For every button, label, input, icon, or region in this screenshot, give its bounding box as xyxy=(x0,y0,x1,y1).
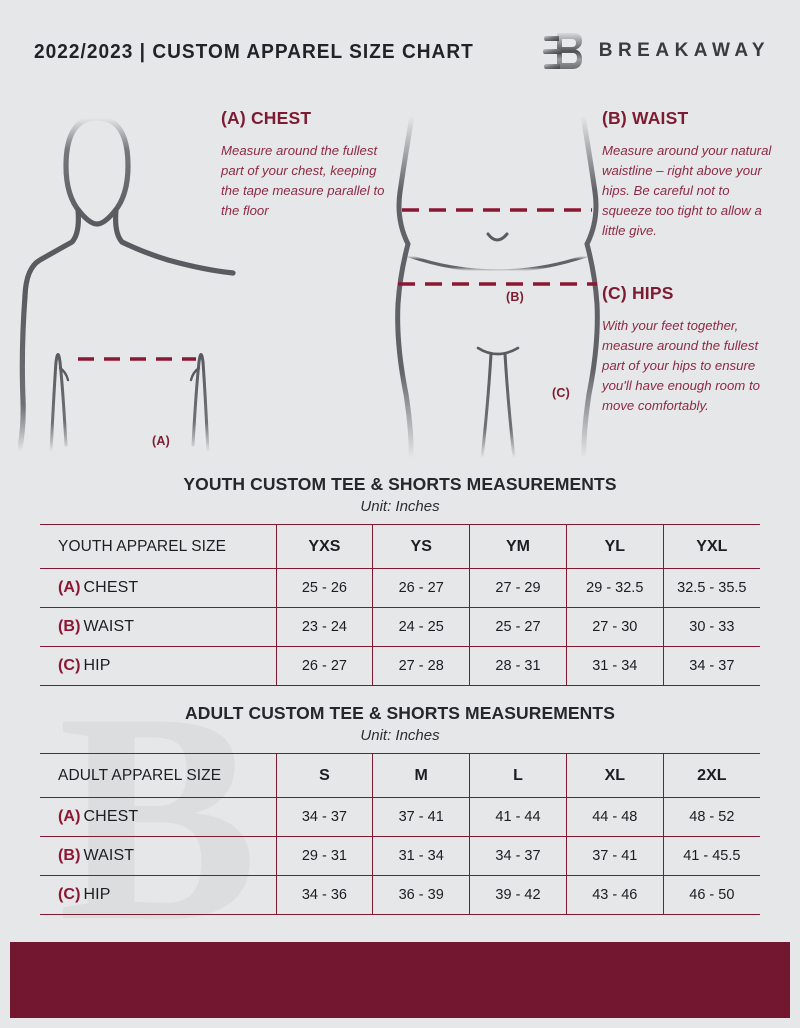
adult-row-waist-text: WAIST xyxy=(83,847,135,864)
youth-row-chest-text: CHEST xyxy=(83,579,139,596)
instruction-waist-body: Measure around your natural waistline – … xyxy=(602,143,772,239)
youth-row-waist-label: (B) WAIST xyxy=(40,607,277,647)
table-row: (A) CHEST 34 - 37 37 - 41 41 - 44 44 - 48… xyxy=(40,797,760,837)
adult-hip-l: 39 - 42 xyxy=(469,875,567,915)
table-row: (B) WAIST 29 - 31 31 - 34 34 - 37 37 - 41… xyxy=(40,836,760,876)
adult-waist-xl: 37 - 41 xyxy=(566,836,664,876)
youth-chest-ym: 27 - 29 xyxy=(469,568,567,608)
instruction-hips: (C) HIPS With your feet together, measur… xyxy=(602,283,778,416)
youth-size-col-5: YXL xyxy=(663,524,760,569)
adult-waist-2xl: 41 - 45.5 xyxy=(663,836,760,876)
youth-size-table: YOUTH APPAREL SIZE YXS YS YM YL YXL (A) C… xyxy=(40,524,760,686)
youth-hip-yl: 31 - 34 xyxy=(566,646,664,686)
youth-waist-yxl: 30 - 33 xyxy=(663,607,760,647)
youth-size-col-4: YL xyxy=(566,524,664,569)
adult-row-chest-label: (A) CHEST xyxy=(40,797,277,837)
marker-b: (B) xyxy=(58,618,81,635)
youth-section: YOUTH CUSTOM TEE & SHORTS MEASUREMENTS U… xyxy=(40,474,760,686)
adult-size-col-1: S xyxy=(276,753,374,798)
youth-row-hip-text: HIP xyxy=(83,657,111,674)
adult-row-chest-text: CHEST xyxy=(83,808,139,825)
instruction-chest-body: Measure around the fullest part of your … xyxy=(221,143,385,219)
measurement-figures: (A) (B) (C) xyxy=(0,96,800,466)
instruction-waist: (B) WAIST Measure around your natural wa… xyxy=(602,108,778,241)
youth-size-col-2: YS xyxy=(372,524,471,569)
page-title: 2022/2023 | CUSTOM APPAREL SIZE CHART xyxy=(34,40,474,63)
chest-measure-tag: (A) xyxy=(152,434,170,448)
youth-size-col-1: YXS xyxy=(276,524,374,569)
adult-size-table: ADULT APPAREL SIZE S M L XL 2XL (A) CHEST… xyxy=(40,753,760,915)
instruction-chest-title: (A) CHEST xyxy=(221,108,312,128)
youth-chest-yxl: 32.5 - 35.5 xyxy=(663,568,760,608)
youth-row-hip-label: (C) HIP xyxy=(40,646,277,686)
table-header-row: ADULT APPAREL SIZE S M L XL 2XL xyxy=(40,753,760,798)
adult-section: ADULT CUSTOM TEE & SHORTS MEASUREMENTS U… xyxy=(40,703,760,915)
youth-hip-ym: 28 - 31 xyxy=(469,646,567,686)
adult-waist-m: 31 - 34 xyxy=(372,836,471,876)
adult-chest-m: 37 - 41 xyxy=(372,797,471,837)
youth-hip-yxs: 26 - 27 xyxy=(276,646,374,686)
youth-hip-yxl: 34 - 37 xyxy=(663,646,760,686)
youth-section-unit: Unit: Inches xyxy=(360,498,440,515)
youth-row-waist-text: WAIST xyxy=(83,618,135,635)
table-row: (A) CHEST 25 - 26 26 - 27 27 - 29 29 - 32… xyxy=(40,568,760,608)
adult-waist-l: 34 - 37 xyxy=(469,836,567,876)
table-row: (C) HIP 26 - 27 27 - 28 28 - 31 31 - 34 3… xyxy=(40,646,760,686)
page-header: 2022/2023 | CUSTOM APPAREL SIZE CHART xyxy=(0,0,800,96)
table-row: (C) HIP 34 - 36 36 - 39 39 - 42 43 - 46 4… xyxy=(40,875,760,915)
youth-waist-ym: 25 - 27 xyxy=(469,607,567,647)
marker-c: (C) xyxy=(58,657,81,674)
adult-size-col-2: M xyxy=(372,753,471,798)
hip-measure-tag: (C) xyxy=(552,386,570,400)
youth-waist-yxs: 23 - 24 xyxy=(276,607,374,647)
marker-a: (A) xyxy=(58,808,81,825)
adult-row-hip-label: (C) HIP xyxy=(40,875,277,915)
youth-chest-yl: 29 - 32.5 xyxy=(566,568,664,608)
marker-b: (B) xyxy=(58,847,81,864)
youth-hip-ys: 27 - 28 xyxy=(372,646,471,686)
adult-chest-2xl: 48 - 52 xyxy=(663,797,760,837)
adult-hip-m: 36 - 39 xyxy=(372,875,471,915)
adult-section-title: ADULT CUSTOM TEE & SHORTS MEASUREMENTS xyxy=(185,703,615,723)
brand-name: BREAKAWAY xyxy=(598,40,770,61)
adult-size-col-3: L xyxy=(469,753,567,798)
upper-body-figure xyxy=(18,115,236,455)
table-row: (B) WAIST 23 - 24 24 - 25 25 - 27 27 - 30… xyxy=(40,607,760,647)
adult-hip-xl: 43 - 46 xyxy=(566,875,664,915)
adult-hip-2xl: 46 - 50 xyxy=(663,875,760,915)
adult-waist-s: 29 - 31 xyxy=(276,836,374,876)
instruction-hips-body: With your feet together, measure around … xyxy=(602,318,760,414)
adult-size-col-5: 2XL xyxy=(663,753,760,798)
table-header-row: YOUTH APPAREL SIZE YXS YS YM YL YXL xyxy=(40,524,760,569)
instruction-chest: (A) CHEST Measure around the fullest par… xyxy=(221,108,393,221)
youth-waist-yl: 27 - 30 xyxy=(566,607,664,647)
marker-c: (C) xyxy=(58,886,81,903)
brand-lockup: BREAKAWAY xyxy=(542,30,770,72)
instruction-hips-title: (C) HIPS xyxy=(602,283,674,303)
adult-chest-s: 34 - 37 xyxy=(276,797,374,837)
youth-chest-yxs: 25 - 26 xyxy=(276,568,374,608)
marker-a: (A) xyxy=(58,579,81,596)
lower-body-figure xyxy=(395,113,600,461)
adult-chest-l: 41 - 44 xyxy=(469,797,567,837)
adult-header-label: ADULT APPAREL SIZE xyxy=(40,753,277,798)
breakaway-b-monogram-icon xyxy=(542,33,582,69)
adult-row-hip-text: HIP xyxy=(83,886,111,903)
footer-accent-bar xyxy=(10,942,790,1018)
youth-chest-ys: 26 - 27 xyxy=(372,568,471,608)
adult-chest-xl: 44 - 48 xyxy=(566,797,664,837)
youth-section-title: YOUTH CUSTOM TEE & SHORTS MEASUREMENTS xyxy=(183,474,617,494)
instruction-waist-title: (B) WAIST xyxy=(602,108,689,128)
waist-measure-tag: (B) xyxy=(506,290,524,304)
adult-hip-s: 34 - 36 xyxy=(276,875,374,915)
youth-waist-ys: 24 - 25 xyxy=(372,607,471,647)
youth-row-chest-label: (A) CHEST xyxy=(40,568,277,608)
adult-size-col-4: XL xyxy=(566,753,664,798)
adult-section-unit: Unit: Inches xyxy=(360,727,440,744)
adult-row-waist-label: (B) WAIST xyxy=(40,836,277,876)
youth-size-col-3: YM xyxy=(469,524,567,569)
youth-header-label: YOUTH APPAREL SIZE xyxy=(40,524,277,569)
